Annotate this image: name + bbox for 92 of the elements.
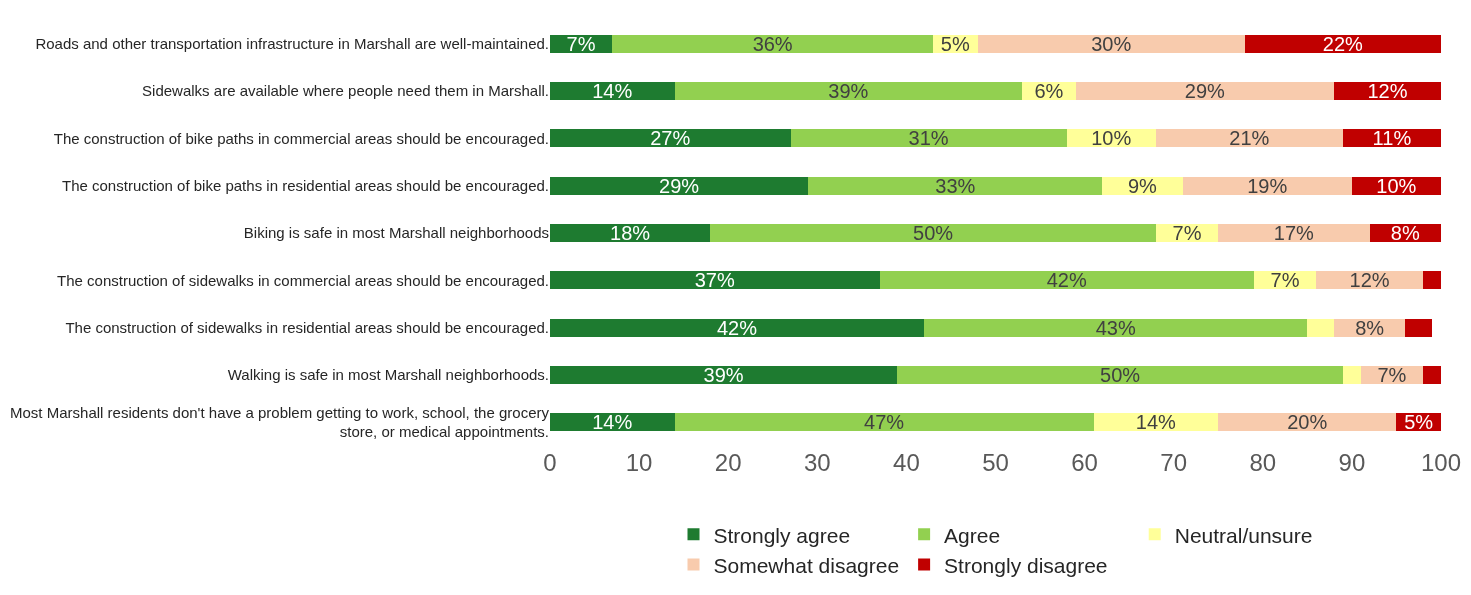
y-tick-label: Sidewalks are available where people need them in Marshall.	[142, 82, 549, 100]
bar	[1307, 318, 1335, 337]
bar	[1218, 413, 1397, 432]
bar	[550, 176, 809, 195]
data-label: 39%	[703, 364, 744, 386]
bar	[1423, 271, 1441, 290]
y-tick-label: The construction of sidewalks in residential areas should be encouraged.	[65, 318, 549, 336]
bar	[1405, 318, 1433, 337]
data-label: 37%	[694, 269, 735, 292]
data-label: 14%	[592, 411, 633, 434]
y-tick-label: Most Marshall residents don't have a problem getting to work, school, the grocery store, or medical appointments.	[10, 403, 550, 441]
x-tick-label: 70	[1160, 449, 1188, 476]
y-tick-label: The construction of bike paths in commercial areas should be encouraged.	[53, 129, 549, 147]
bar	[550, 366, 898, 384]
data-label: 27%	[650, 127, 691, 150]
bar	[977, 34, 1245, 53]
data-label: 33%	[935, 174, 976, 197]
x-tick-label: 0	[543, 449, 557, 476]
x-tick-label: 50	[982, 449, 1009, 476]
y-tick-label: The construction of sidewalks in commercial areas should be encouraged.	[57, 271, 549, 289]
data-label: 10%	[1091, 127, 1132, 150]
legend-label: Agree	[944, 523, 1001, 547]
data-label: 31%	[908, 127, 949, 150]
bar	[897, 366, 1343, 384]
data-label: 42%	[716, 316, 758, 339]
data-label: 30%	[1091, 32, 1132, 55]
data-label: 29%	[659, 174, 700, 197]
bar	[1155, 129, 1343, 148]
bar	[790, 129, 1067, 148]
data-label: 17%	[1273, 222, 1315, 244]
bar	[674, 82, 1023, 100]
data-label: 50%	[1100, 364, 1141, 386]
legend-label: Strongly agree	[713, 523, 851, 547]
y-tick-label: The construction of bike paths in residential areas should be encouraged.	[62, 176, 549, 194]
bar	[1342, 366, 1361, 384]
bar	[1218, 224, 1370, 242]
bar	[612, 34, 934, 53]
data-label: 42%	[1046, 269, 1087, 292]
x-tick-label: 80	[1249, 449, 1277, 476]
x-tick-label: 10	[625, 449, 653, 476]
data-label: 9%	[1127, 174, 1158, 197]
data-label: 5%	[1404, 411, 1434, 434]
bar	[924, 318, 1308, 337]
data-label: 12%	[1349, 269, 1390, 292]
x-tick-label: 90	[1338, 449, 1366, 476]
y-tick-label: Roads and other transportation infrastructure in Marshall are well-maintained.	[35, 34, 549, 52]
data-label: 18%	[610, 222, 651, 244]
data-label: 12%	[1367, 80, 1408, 102]
bar	[1244, 34, 1441, 53]
bar	[1075, 82, 1335, 100]
x-tick-label: 40	[893, 449, 920, 476]
bar	[550, 224, 711, 242]
data-label: 14%	[592, 80, 633, 102]
bar	[550, 271, 880, 290]
data-label: 50%	[913, 222, 954, 244]
bar	[1182, 176, 1352, 195]
data-label: 21%	[1229, 127, 1270, 150]
legend-label: Neutral/unsure	[1174, 523, 1313, 547]
data-label: 43%	[1095, 316, 1136, 339]
data-label: 22%	[1322, 32, 1364, 55]
data-label: 36%	[752, 32, 793, 55]
data-label: 7%	[1172, 222, 1202, 244]
data-label: 19%	[1247, 174, 1288, 197]
y-tick-label: Biking is safe in most Marshall neighborhoods	[243, 224, 549, 242]
data-label: 7%	[1270, 269, 1300, 292]
bar	[879, 271, 1254, 290]
data-label: 6%	[1034, 80, 1064, 102]
data-label: 47%	[864, 411, 905, 434]
x-tick-label: 60	[1071, 449, 1098, 476]
data-label: 8%	[1390, 222, 1420, 244]
y-tick-label: Walking is safe in most Marshall neighborhoods.	[227, 366, 549, 384]
data-label: 7%	[1377, 364, 1407, 386]
bar	[808, 176, 1103, 195]
data-label: 7%	[566, 32, 596, 55]
x-tick-label: 100	[1420, 449, 1462, 476]
data-label: 14%	[1135, 411, 1176, 434]
data-label: 10%	[1376, 174, 1417, 197]
x-tick-label: 30	[803, 449, 831, 476]
data-label: 8%	[1355, 316, 1385, 339]
legend-label: Strongly disagree	[944, 553, 1108, 577]
data-label: 20%	[1287, 411, 1328, 434]
data-label: 39%	[828, 80, 869, 102]
data-label: 5%	[940, 32, 970, 55]
bar	[550, 129, 791, 148]
data-label: 29%	[1184, 80, 1226, 102]
bar	[550, 318, 925, 337]
bar	[674, 413, 1094, 432]
bar	[710, 224, 1156, 242]
data-label: 11%	[1372, 127, 1412, 150]
bar	[1423, 366, 1441, 384]
legend-label: Somewhat disagree	[713, 553, 900, 577]
x-tick-label: 20	[714, 449, 742, 476]
